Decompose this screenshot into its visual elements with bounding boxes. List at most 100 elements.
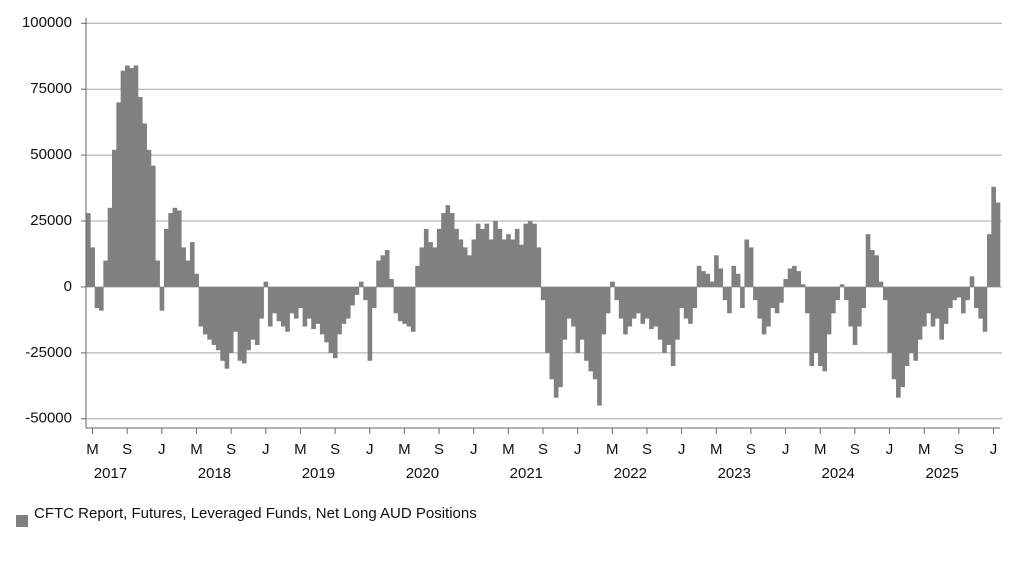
x-group-label: 2019 (302, 465, 335, 482)
bar (887, 286, 893, 353)
bar (514, 228, 520, 287)
bar (636, 286, 641, 314)
bar (618, 286, 624, 319)
bar (211, 286, 217, 345)
x-tick-label: S (746, 441, 756, 458)
bar (974, 286, 979, 309)
bar (701, 271, 706, 287)
bar (380, 255, 386, 287)
bar (787, 268, 793, 287)
bar (393, 286, 399, 314)
bar (753, 286, 758, 301)
bar (545, 286, 550, 353)
bar (202, 286, 208, 335)
bar (250, 286, 256, 340)
x-group-label: 2025 (926, 465, 959, 482)
y-tick-label: -50000 (25, 410, 72, 427)
bar (662, 286, 667, 353)
bar (943, 286, 949, 324)
bar (692, 286, 698, 309)
bar (952, 286, 957, 301)
bar (276, 286, 282, 322)
x-tick-label: M (710, 441, 723, 458)
bar (423, 228, 429, 287)
bar (956, 286, 962, 298)
bar (770, 286, 776, 309)
bar (822, 286, 828, 372)
bar (731, 265, 737, 287)
bar (766, 286, 771, 327)
bar (597, 286, 602, 406)
bar (644, 286, 650, 319)
bar (484, 223, 490, 287)
bar (488, 239, 494, 287)
bar (367, 286, 373, 361)
y-tick-label: 25000 (30, 212, 72, 229)
bar (181, 247, 186, 287)
bar (86, 213, 91, 287)
bar (961, 286, 966, 314)
bar (224, 286, 230, 369)
bar (844, 286, 849, 301)
bar (497, 228, 503, 287)
bar (930, 286, 936, 327)
bar (324, 286, 329, 343)
bar (176, 210, 182, 287)
bar (475, 223, 481, 287)
x-tick-label: M (606, 441, 619, 458)
y-tick-label: 50000 (30, 146, 72, 163)
x-tick-label: J (782, 441, 790, 458)
chart: -50000 -25000 0 25000 50000 75000 100000 M S J M S J… (22, 14, 1002, 482)
bar (800, 284, 806, 287)
bar (254, 286, 260, 345)
bar (965, 286, 970, 301)
bar (510, 239, 516, 287)
x-tick-label: S (122, 441, 132, 458)
bar (909, 286, 914, 353)
bar (454, 228, 459, 287)
bar (935, 286, 940, 319)
bar (363, 286, 368, 301)
bar (332, 286, 338, 359)
x-tick-label: M (814, 441, 827, 458)
x-group-label: 2020 (406, 465, 439, 482)
bar (722, 286, 728, 301)
bar (774, 286, 780, 314)
x-tick-label: M (86, 441, 99, 458)
bar (670, 286, 676, 367)
x-tick-label: M (190, 441, 203, 458)
bar (116, 102, 121, 287)
bar (922, 286, 927, 327)
bar (588, 286, 594, 372)
bar (779, 286, 784, 303)
bar (415, 265, 420, 287)
x-tick-label: J (990, 441, 998, 458)
bar (449, 213, 455, 287)
bar (852, 286, 858, 345)
bar (293, 286, 299, 319)
bar (839, 284, 845, 287)
bar (467, 255, 472, 287)
bar (540, 286, 546, 301)
bar (228, 286, 234, 353)
bar (220, 286, 225, 361)
bar (653, 286, 659, 327)
bar (748, 247, 754, 287)
x-tick-label: S (642, 441, 652, 458)
bar (874, 255, 880, 287)
bar (610, 281, 615, 287)
bar (926, 286, 931, 314)
bar (458, 239, 464, 287)
bar (904, 286, 910, 367)
bar (302, 286, 308, 327)
bar (948, 286, 953, 309)
bar (705, 273, 711, 287)
bar (480, 228, 485, 287)
bar (306, 286, 312, 319)
bar (319, 286, 325, 335)
bar (519, 244, 524, 287)
y-tick-label: 100000 (22, 14, 72, 31)
bar (718, 268, 724, 287)
bar (848, 286, 854, 327)
